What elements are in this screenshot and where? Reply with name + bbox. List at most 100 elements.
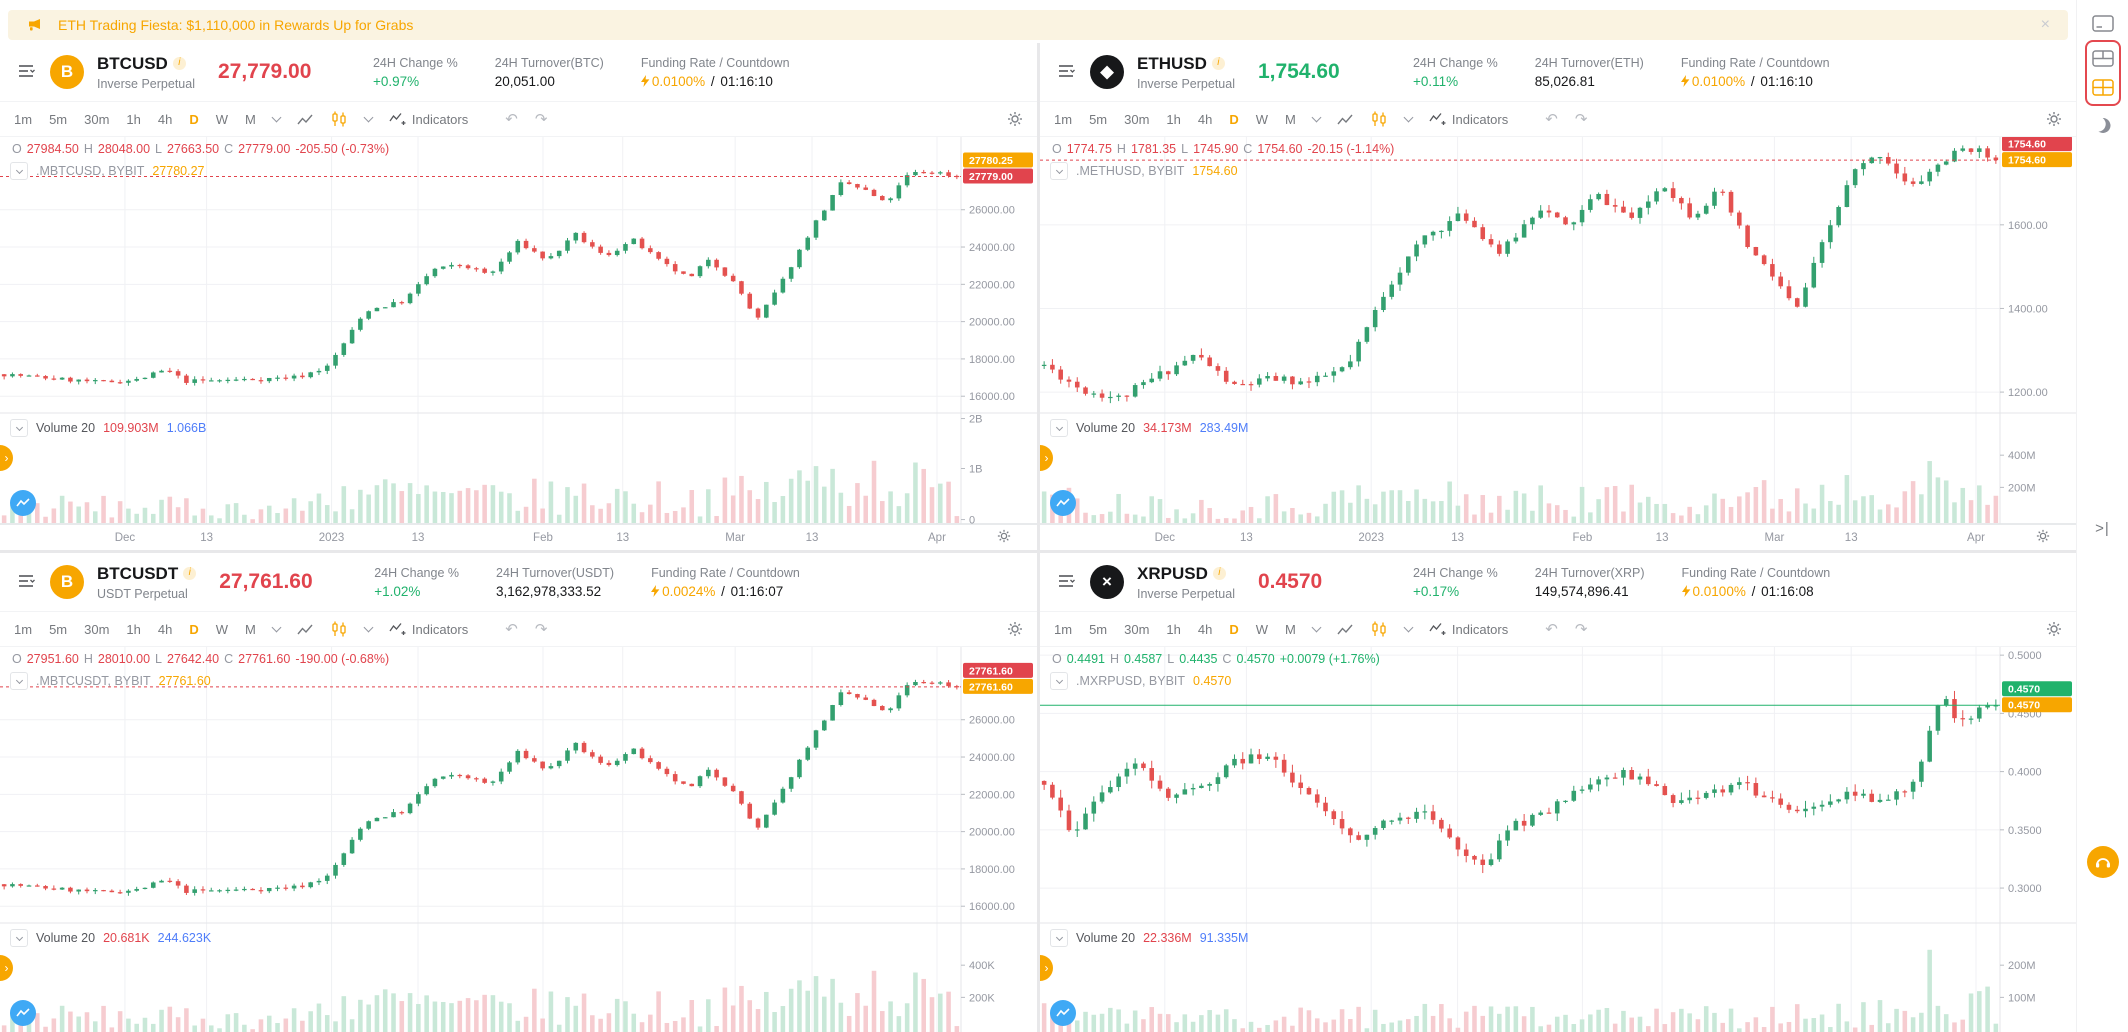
panel-layout-rows-icon[interactable] bbox=[2091, 50, 2114, 67]
timeframe-D[interactable]: D bbox=[189, 111, 199, 127]
chart-logo-icon[interactable] bbox=[10, 1000, 36, 1026]
undo-icon[interactable]: ↶ bbox=[1545, 621, 1558, 638]
announcement-banner[interactable]: ETH Trading Fiesta: $1,110,000 in Reward… bbox=[8, 10, 2068, 40]
indicators-button[interactable]: Indicators bbox=[389, 112, 468, 127]
timeframe-dropdown-icon[interactable] bbox=[271, 112, 282, 122]
candle-style-icon[interactable] bbox=[330, 111, 348, 127]
chart-settings-gear-icon[interactable] bbox=[2046, 111, 2062, 127]
collapse-panel-icon[interactable]: >| bbox=[2095, 520, 2110, 537]
time-axis-row[interactable] bbox=[0, 524, 1037, 550]
timeframe-30m[interactable]: 30m bbox=[1124, 621, 1150, 637]
candle-style-dropdown-icon[interactable] bbox=[1403, 622, 1414, 632]
candle-style-dropdown-icon[interactable] bbox=[363, 112, 374, 122]
candle-style-dropdown-icon[interactable] bbox=[1403, 112, 1414, 122]
timeframe-1m[interactable]: 1m bbox=[14, 111, 33, 127]
trade-panel-toggle[interactable]: › bbox=[1040, 955, 1053, 981]
trade-panel-toggle[interactable]: › bbox=[0, 955, 13, 981]
timeframe-5m[interactable]: 5m bbox=[1089, 621, 1108, 637]
line-chart-icon[interactable] bbox=[1337, 623, 1353, 636]
timeframe-5m[interactable]: 5m bbox=[49, 111, 68, 127]
theme-moon-icon[interactable] bbox=[2095, 118, 2110, 133]
timeframe-M[interactable]: M bbox=[1285, 111, 1296, 127]
volume-collapse-button[interactable] bbox=[1050, 929, 1068, 947]
undo-icon[interactable]: ↶ bbox=[1545, 111, 1558, 128]
chart-menu-icon[interactable] bbox=[16, 62, 37, 83]
chart-settings-gear-icon[interactable] bbox=[1007, 621, 1023, 637]
indicators-button[interactable]: Indicators bbox=[1429, 622, 1508, 637]
timeframe-30m[interactable]: 30m bbox=[1124, 111, 1150, 127]
panel-layout-single-icon[interactable] bbox=[2091, 15, 2114, 32]
timeframe-1m[interactable]: 1m bbox=[14, 621, 33, 637]
timeframe-W[interactable]: W bbox=[1255, 111, 1269, 127]
axis-settings-gear-icon[interactable] bbox=[997, 529, 1011, 543]
indicators-button[interactable]: Indicators bbox=[389, 622, 468, 637]
timeframe-dropdown-icon[interactable] bbox=[1311, 112, 1322, 122]
timeframe-1m[interactable]: 1m bbox=[1054, 621, 1073, 637]
volume-collapse-button[interactable] bbox=[10, 929, 28, 947]
info-icon[interactable]: i bbox=[1212, 567, 1226, 580]
trade-panel-toggle[interactable]: › bbox=[1040, 445, 1053, 471]
candle-style-icon[interactable] bbox=[1370, 111, 1388, 127]
symbol-name[interactable]: BTCUSD bbox=[97, 53, 168, 73]
chart-area[interactable]: 0.5000 0.4500 0.4000 0.3500 0.3000 200M 100M 0.… bbox=[1040, 647, 2076, 1032]
chart-area[interactable]: 26000.00 24000.00 22000.00 20000.00 18000.00… bbox=[0, 647, 1037, 1032]
chart-settings-gear-icon[interactable] bbox=[2046, 621, 2062, 637]
timeframe-D[interactable]: D bbox=[1229, 111, 1239, 127]
chart-settings-gear-icon[interactable] bbox=[1007, 111, 1023, 127]
support-chat-button[interactable] bbox=[2086, 846, 2119, 878]
timeframe-4h[interactable]: 4h bbox=[1197, 111, 1213, 127]
symbol-name[interactable]: BTCUSDT bbox=[97, 563, 179, 583]
trade-panel-toggle[interactable]: › bbox=[0, 445, 13, 471]
line-chart-icon[interactable] bbox=[1337, 113, 1353, 126]
timeframe-5m[interactable]: 5m bbox=[49, 621, 68, 637]
timeframe-W[interactable]: W bbox=[1255, 621, 1269, 637]
redo-icon[interactable]: ↷ bbox=[534, 111, 548, 128]
series-collapse-button[interactable] bbox=[1050, 162, 1068, 180]
panel-layout-grid-icon[interactable] bbox=[2091, 79, 2114, 96]
undo-icon[interactable]: ↶ bbox=[505, 621, 518, 638]
volume-collapse-button[interactable] bbox=[10, 419, 28, 437]
timeframe-30m[interactable]: 30m bbox=[84, 621, 110, 637]
undo-icon[interactable]: ↶ bbox=[505, 111, 518, 128]
line-chart-icon[interactable] bbox=[297, 623, 313, 636]
timeframe-1h[interactable]: 1h bbox=[126, 621, 141, 637]
timeframe-5m[interactable]: 5m bbox=[1089, 111, 1108, 127]
timeframe-4h[interactable]: 4h bbox=[157, 111, 173, 127]
timeframe-dropdown-icon[interactable] bbox=[271, 622, 282, 632]
timeframe-dropdown-icon[interactable] bbox=[1311, 622, 1322, 632]
timeframe-D[interactable]: D bbox=[189, 621, 199, 637]
candle-style-icon[interactable] bbox=[1370, 621, 1388, 637]
candle-style-dropdown-icon[interactable] bbox=[363, 622, 374, 632]
chart-menu-icon[interactable] bbox=[16, 572, 37, 593]
info-icon[interactable]: i bbox=[172, 57, 186, 70]
info-icon[interactable]: i bbox=[1211, 57, 1225, 70]
timeframe-M[interactable]: M bbox=[1285, 621, 1296, 637]
chart-area[interactable]: 26000.00 24000.00 22000.00 20000.00 18000.00… bbox=[0, 137, 1037, 550]
timeframe-M[interactable]: M bbox=[245, 621, 256, 637]
timeframe-W[interactable]: W bbox=[215, 111, 229, 127]
timeframe-30m[interactable]: 30m bbox=[84, 111, 110, 127]
banner-close-button[interactable]: × bbox=[2040, 16, 2050, 33]
redo-icon[interactable]: ↷ bbox=[1574, 621, 1588, 638]
axis-settings-gear-icon[interactable] bbox=[2036, 529, 2050, 543]
chart-logo-icon[interactable] bbox=[10, 490, 36, 516]
timeframe-1h[interactable]: 1h bbox=[126, 111, 141, 127]
timeframe-W[interactable]: W bbox=[215, 621, 229, 637]
symbol-name[interactable]: ETHUSD bbox=[1137, 53, 1207, 73]
timeframe-4h[interactable]: 4h bbox=[157, 621, 173, 637]
line-chart-icon[interactable] bbox=[297, 113, 313, 126]
timeframe-1h[interactable]: 1h bbox=[1166, 111, 1181, 127]
series-collapse-button[interactable] bbox=[10, 162, 28, 180]
indicators-button[interactable]: Indicators bbox=[1429, 112, 1508, 127]
chart-menu-icon[interactable] bbox=[1056, 572, 1077, 593]
series-collapse-button[interactable] bbox=[1050, 672, 1068, 690]
chart-area[interactable]: 1600.00 1400.00 1200.00 400M 200M 1754.60 1754… bbox=[1040, 137, 2076, 550]
time-axis-row[interactable] bbox=[1040, 524, 2076, 550]
chart-logo-icon[interactable] bbox=[1050, 1000, 1076, 1026]
timeframe-M[interactable]: M bbox=[245, 111, 256, 127]
chart-menu-icon[interactable] bbox=[1056, 62, 1077, 83]
timeframe-1h[interactable]: 1h bbox=[1166, 621, 1181, 637]
timeframe-1m[interactable]: 1m bbox=[1054, 111, 1073, 127]
candle-style-icon[interactable] bbox=[330, 621, 348, 637]
symbol-name[interactable]: XRPUSD bbox=[1137, 563, 1208, 583]
